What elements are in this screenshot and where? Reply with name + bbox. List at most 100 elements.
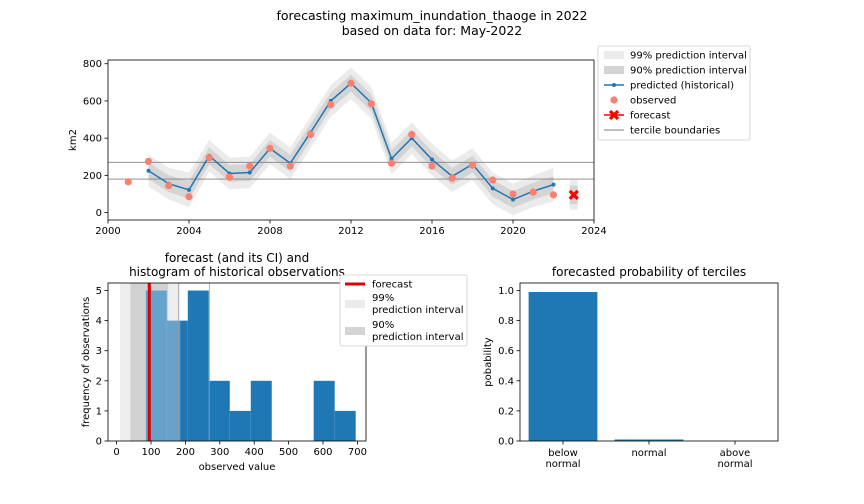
hist-x-tick-label: 100 xyxy=(141,447,160,458)
hist-y-tick-label: 3 xyxy=(96,346,102,357)
hist-y-tick-label: 2 xyxy=(96,376,102,387)
legend-label: tercile boundaries xyxy=(630,126,720,137)
observed-point xyxy=(428,162,436,170)
legend-swatch-pi90 xyxy=(604,66,624,74)
legend-label: 99% xyxy=(372,293,394,304)
observed-point xyxy=(327,101,335,109)
x-tick-label: 2020 xyxy=(500,226,525,237)
predicted-point xyxy=(511,197,515,202)
legend-label: 99% prediction interval xyxy=(630,51,747,62)
observed-point xyxy=(408,130,416,139)
predicted-point xyxy=(490,186,495,191)
legend-frame xyxy=(597,45,751,141)
hist-x-tick-label: 500 xyxy=(279,447,298,458)
tercile-y-tick-label: 0.0 xyxy=(498,437,514,448)
hist-x-tick-label: 200 xyxy=(176,447,195,458)
legend-swatch-observed xyxy=(610,96,618,104)
observed-point xyxy=(489,176,497,184)
observed-point xyxy=(225,173,234,181)
hist-tercile-band xyxy=(178,282,210,442)
legend-label: 90% xyxy=(372,320,394,331)
histogram-bar xyxy=(313,380,335,441)
observed-point xyxy=(185,193,193,201)
tercile-title: forecasted probability of terciles xyxy=(552,265,746,279)
legend-label: prediction interval xyxy=(372,332,463,343)
observed-point xyxy=(306,130,315,139)
histogram-title-line2: histogram of historical observations xyxy=(129,265,345,279)
hist-x-tick-label: 0 xyxy=(113,447,119,458)
hist-x-tick-label: 300 xyxy=(210,447,229,458)
tercile-y-tick-label: 1.0 xyxy=(498,286,514,297)
tercile-x-tick-label: below xyxy=(548,448,578,459)
hist-y-axis-label: frequency of observations xyxy=(81,297,92,428)
observed-point xyxy=(144,157,153,165)
histogram-frame xyxy=(107,282,367,442)
x-tick-label: 2004 xyxy=(176,226,201,237)
tercile-x-tick-label: normal xyxy=(545,459,580,470)
observed-point xyxy=(549,191,558,199)
tercile-y-tick-label: 0.4 xyxy=(498,376,514,387)
timeseries-chart: 2000 2004 2008 2012 2016 2020 2024 0 200 400 600 80… xyxy=(68,45,751,237)
tercile-bar xyxy=(614,439,684,441)
observed-point xyxy=(124,178,132,186)
observed-point xyxy=(205,154,213,162)
legend-label: 90% prediction interval xyxy=(630,66,747,77)
tercile-x-tick-label: normal xyxy=(717,459,752,470)
legend-label: forecast xyxy=(372,280,413,291)
observed-point xyxy=(246,162,254,170)
figure-title-line1: forecasting maximum_inundation_thaoge in… xyxy=(276,8,587,23)
legend-label: prediction interval xyxy=(372,305,463,316)
observed-point xyxy=(367,100,375,108)
hist-x-tick-label: 400 xyxy=(245,447,264,458)
legend-label: forecast xyxy=(630,111,671,122)
tercile-y-tick-label: 0.6 xyxy=(498,346,514,357)
predicted-point xyxy=(247,170,252,175)
hist-y-tick-label: 1 xyxy=(96,406,102,417)
x-tick-label: 2016 xyxy=(419,226,444,237)
legend-swatch-predicted-dot xyxy=(612,83,616,87)
tercile-x-tick-label: above xyxy=(720,448,751,459)
tercile-y-tick-label: 0.8 xyxy=(498,316,514,327)
y-axis-label: km2 xyxy=(68,129,79,151)
tercile-probability-chart: forecasted probability of terciles 0.0 0.2… xyxy=(483,265,779,470)
predicted-point xyxy=(187,187,191,192)
tercile-bar xyxy=(528,292,598,441)
figure-title-line2: based on data for: May-2022 xyxy=(342,23,522,38)
legend-frame xyxy=(339,274,468,347)
y-tick-label: 800 xyxy=(83,59,102,70)
tercile-x-tick-label: normal xyxy=(631,448,666,459)
tercile-y-axis-label: pobability xyxy=(483,337,494,387)
hist-x-tick-label: 600 xyxy=(313,447,332,458)
histogram-bar xyxy=(208,380,230,441)
observed-point xyxy=(468,161,477,169)
hist-y-tick-label: 4 xyxy=(96,316,102,327)
histogram-bar xyxy=(334,410,356,441)
observed-point xyxy=(347,79,355,87)
x-tick-label: 2024 xyxy=(581,226,606,237)
y-tick-label: 200 xyxy=(83,171,102,182)
observed-point xyxy=(266,144,274,152)
histogram-bar xyxy=(250,380,272,441)
y-tick-label: 0 xyxy=(96,208,102,219)
timeseries-legend: 99% prediction interval 90% prediction in… xyxy=(597,45,751,141)
legend-swatch-forecast-cross xyxy=(608,109,620,121)
observed-point xyxy=(509,190,517,198)
legend-swatch-pi99 xyxy=(345,300,365,308)
observed-point xyxy=(165,181,173,190)
legend-swatch-pi90 xyxy=(345,327,365,335)
legend-label: predicted (historical) xyxy=(630,81,734,92)
observed-point xyxy=(387,159,396,167)
histogram-bar xyxy=(229,410,251,441)
histogram-title-line1: forecast (and its CI) and xyxy=(165,251,310,265)
y-tick-label: 600 xyxy=(83,96,102,107)
legend-swatch-pi99 xyxy=(604,51,624,59)
observed-point xyxy=(286,162,294,170)
y-tick-label: 400 xyxy=(83,134,102,145)
predicted-point xyxy=(146,168,151,173)
hist-x-axis-label: observed value xyxy=(199,462,276,473)
tercile-y-tick-label: 0.2 xyxy=(498,406,514,417)
x-tick-label: 2000 xyxy=(95,226,120,237)
forecast-marker xyxy=(568,189,579,201)
